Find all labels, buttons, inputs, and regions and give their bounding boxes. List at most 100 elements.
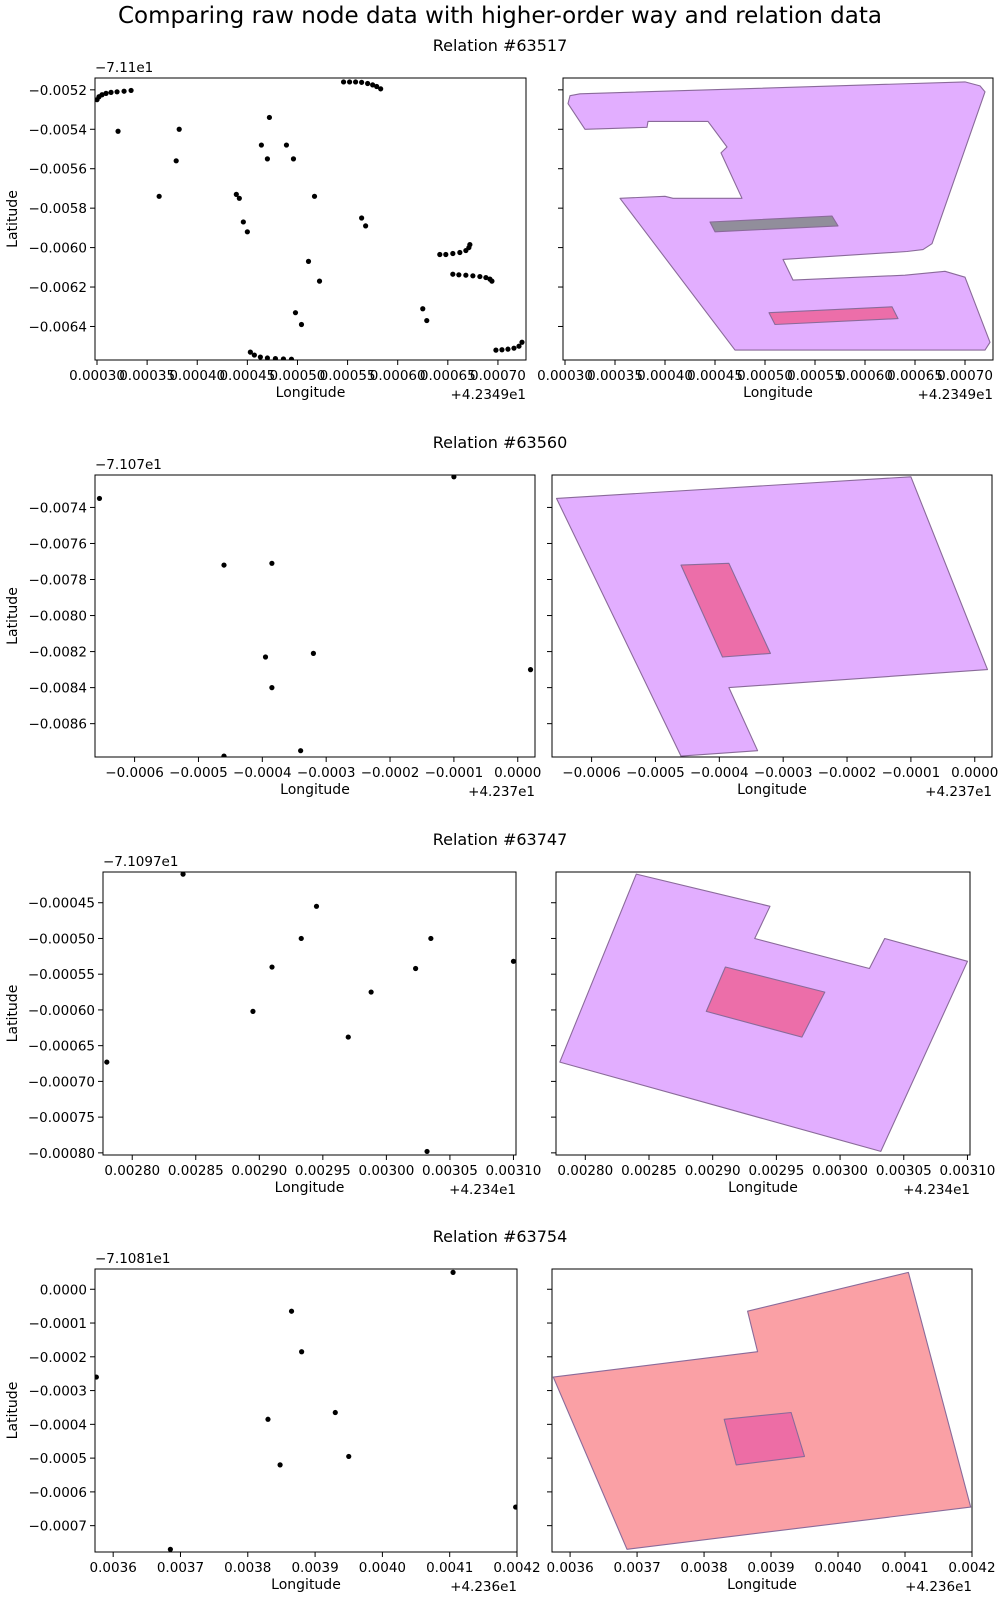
node-point (108, 89, 114, 95)
y-tick-label: −0.0076 (28, 536, 87, 552)
node-point (345, 1034, 351, 1040)
x-offset-label: +4.237e1 (468, 784, 535, 800)
x-tick-label: 0.0042 (493, 1560, 540, 1576)
node-point (299, 1349, 305, 1355)
x-tick-label: −0.0002 (361, 765, 420, 781)
node-point (265, 1416, 271, 1422)
y-offset-label: −7.11e1 (95, 60, 153, 76)
node-point (332, 1409, 338, 1416)
x-tick-label: 0.00055 (787, 368, 843, 384)
y-tick-label: −0.00045 (28, 896, 95, 912)
x-tick-label: 0.00070 (470, 368, 526, 384)
axes-frame (562, 77, 994, 361)
node-point (233, 191, 239, 197)
y-axis-label: Latitude (5, 190, 21, 248)
node-point (477, 273, 483, 280)
node-point (316, 278, 323, 284)
node-point (244, 229, 250, 235)
x-tick-label: 0.00055 (320, 368, 376, 384)
node-point (292, 310, 299, 316)
x-tick-label: 0.00310 (486, 1163, 542, 1179)
x-tick-label: −0.0001 (882, 765, 941, 781)
node-point (519, 339, 525, 345)
y-tick-label: −0.0005 (28, 1451, 87, 1467)
inner-way-polygon (709, 215, 839, 233)
node-point (450, 271, 456, 277)
node-point (176, 126, 182, 132)
node-point (156, 193, 162, 199)
scatter-panel: −0.0006 −0.0005 −0.0004 −0.0003 −0.0002 −0.00… (5, 457, 541, 800)
y-tick-label: −0.0086 (28, 717, 87, 733)
x-tick-label: 0.00045 (687, 368, 743, 384)
plot-area (559, 873, 969, 1152)
x-tick-label: 0.0041 (426, 1560, 473, 1576)
y-tick-label: −0.0006 (28, 1485, 87, 1501)
node-point (277, 1462, 283, 1468)
y-tick-label: −0.00060 (28, 1003, 95, 1019)
x-tick-label: 0.00305 (422, 1163, 478, 1179)
node-point (516, 343, 522, 349)
x-tick-label: −0.0002 (818, 765, 877, 781)
x-tick-label: 0.00280 (104, 1163, 160, 1179)
y-tick-label: −0.0064 (28, 319, 87, 335)
node-point (527, 667, 534, 673)
node-point (298, 748, 304, 754)
node-point (450, 250, 456, 257)
node-point (283, 142, 290, 148)
node-point (305, 258, 312, 264)
inner-way-polygon (680, 562, 771, 658)
node-point (368, 989, 374, 995)
x-tick-label: 0.0040 (814, 1560, 861, 1576)
plot-area (96, 475, 534, 757)
node-point (264, 355, 270, 360)
x-tick-label: 0.00285 (168, 1163, 224, 1179)
x-tick-label: −0.0006 (562, 765, 621, 781)
y-tick-label: −0.00065 (28, 1039, 95, 1055)
y-tick-label: −0.00055 (28, 967, 95, 983)
node-point (346, 79, 353, 85)
x-tick-label: 0.00285 (621, 1163, 677, 1179)
node-point (513, 1504, 517, 1510)
node-point (104, 1059, 110, 1065)
y-tick-label: −0.0078 (28, 573, 87, 589)
way-polygon (552, 1271, 972, 1550)
y-tick-label: −0.0001 (28, 1316, 87, 1332)
node-point (451, 475, 457, 480)
x-tick-label: 0.00065 (420, 368, 476, 384)
node-point (370, 82, 376, 88)
y-tick-label: −0.0060 (28, 241, 87, 257)
x-tick-label: 0.0039 (291, 1560, 338, 1576)
x-tick-label: 0.0042 (948, 1560, 995, 1576)
x-tick-label: 0.0036 (90, 1560, 137, 1576)
inner-way-polygon (705, 966, 826, 1038)
node-point (236, 195, 242, 201)
row-63754: Relation #63754 0.0036 0.0037 0.0038 0.0039… (5, 1227, 996, 1595)
axes-frame (94, 77, 527, 361)
x-offset-label: +4.2349e1 (918, 387, 993, 403)
way-polygon (555, 476, 989, 757)
node-point (128, 87, 134, 94)
y-tick-label: −0.0084 (28, 681, 87, 697)
inner-way-polygon (768, 306, 899, 326)
x-tick-label: 0.00295 (295, 1163, 351, 1179)
node-point (420, 306, 426, 312)
x-tick-label: −0.0001 (425, 765, 484, 781)
node-point (493, 347, 499, 353)
node-point (266, 114, 273, 121)
x-tick-label: 0.00035 (587, 368, 643, 384)
node-point (288, 356, 295, 360)
node-point (359, 79, 365, 85)
x-tick-label: 0.0038 (224, 1560, 271, 1576)
node-point (269, 560, 275, 566)
x-tick-label: 0.00030 (69, 368, 125, 384)
inner-way-polygon (723, 1411, 806, 1466)
x-tick-label: −0.0004 (233, 765, 292, 781)
node-point (456, 272, 462, 278)
node-point (269, 685, 275, 691)
node-point (257, 354, 263, 360)
node-point (99, 92, 105, 98)
x-tick-label: 0.0000 (951, 765, 998, 781)
x-axis-label: Longitude (728, 1180, 798, 1196)
plot-area (104, 872, 516, 1155)
